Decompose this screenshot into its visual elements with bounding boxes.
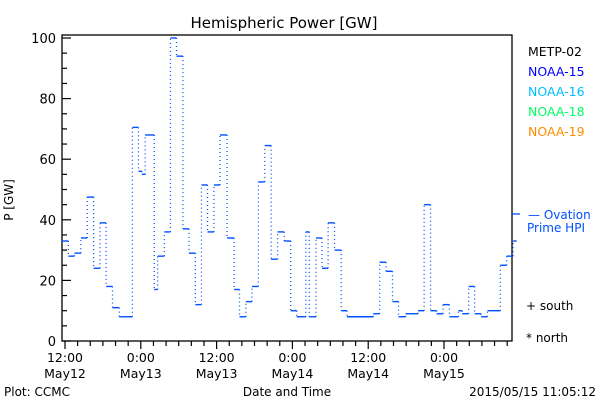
legend-entry: NOAA-18 [528, 104, 585, 119]
series-ovation [61, 37, 517, 318]
plot-frame [61, 34, 513, 342]
x-axis: 12:00May120:00May1312:00May130:00May1412… [44, 341, 508, 381]
y-tick-label: 100 [31, 32, 56, 47]
legend-entry: NOAA-16 [528, 84, 585, 99]
x-tick-time: 0:00 [127, 350, 155, 365]
x-tick-date: May15 [423, 366, 465, 381]
chart-title: Hemispheric Power [GW] [191, 14, 378, 32]
x-tick-time: 12:00 [350, 350, 386, 365]
footer-plot-credit: Plot: CCMC [4, 385, 70, 399]
y-tick-label: 40 [39, 214, 56, 229]
y-tick-label: 20 [39, 274, 56, 289]
legend: METP-02 NOAA-15 NOAA-16 NOAA-18 NOAA-19 [528, 44, 585, 139]
legend-entry: NOAA-19 [528, 124, 585, 139]
x-tick-time: 12:00 [47, 350, 83, 365]
footer-timestamp: 2015/05/15 11:05:12 [469, 385, 596, 399]
y-axis-label: P [GW] [2, 179, 16, 221]
x-tick-time: 0:00 [278, 350, 306, 365]
legend-entry: NOAA-15 [528, 64, 585, 79]
y-tick-label: 60 [39, 153, 56, 168]
north-marker-label: * north [526, 331, 568, 345]
x-tick-date: May14 [347, 366, 389, 381]
south-marker-label: + south [526, 299, 573, 313]
legend-entry: METP-02 [528, 44, 582, 59]
series-legend-line1: — Ovation [528, 208, 591, 222]
x-tick-date: May12 [44, 366, 86, 381]
x-tick-time: 12:00 [199, 350, 235, 365]
x-tick-date: May14 [272, 366, 314, 381]
x-tick-date: May13 [196, 366, 238, 381]
y-axis: 0 20 40 60 80 100 [31, 32, 71, 350]
y-tick-label: 0 [48, 335, 56, 350]
x-tick-time: 0:00 [430, 350, 458, 365]
x-tick-date: May13 [120, 366, 162, 381]
series-legend-line2: Prime HPI [527, 221, 585, 235]
y-tick-label: 80 [39, 93, 56, 108]
x-axis-label: Date and Time [243, 385, 331, 399]
